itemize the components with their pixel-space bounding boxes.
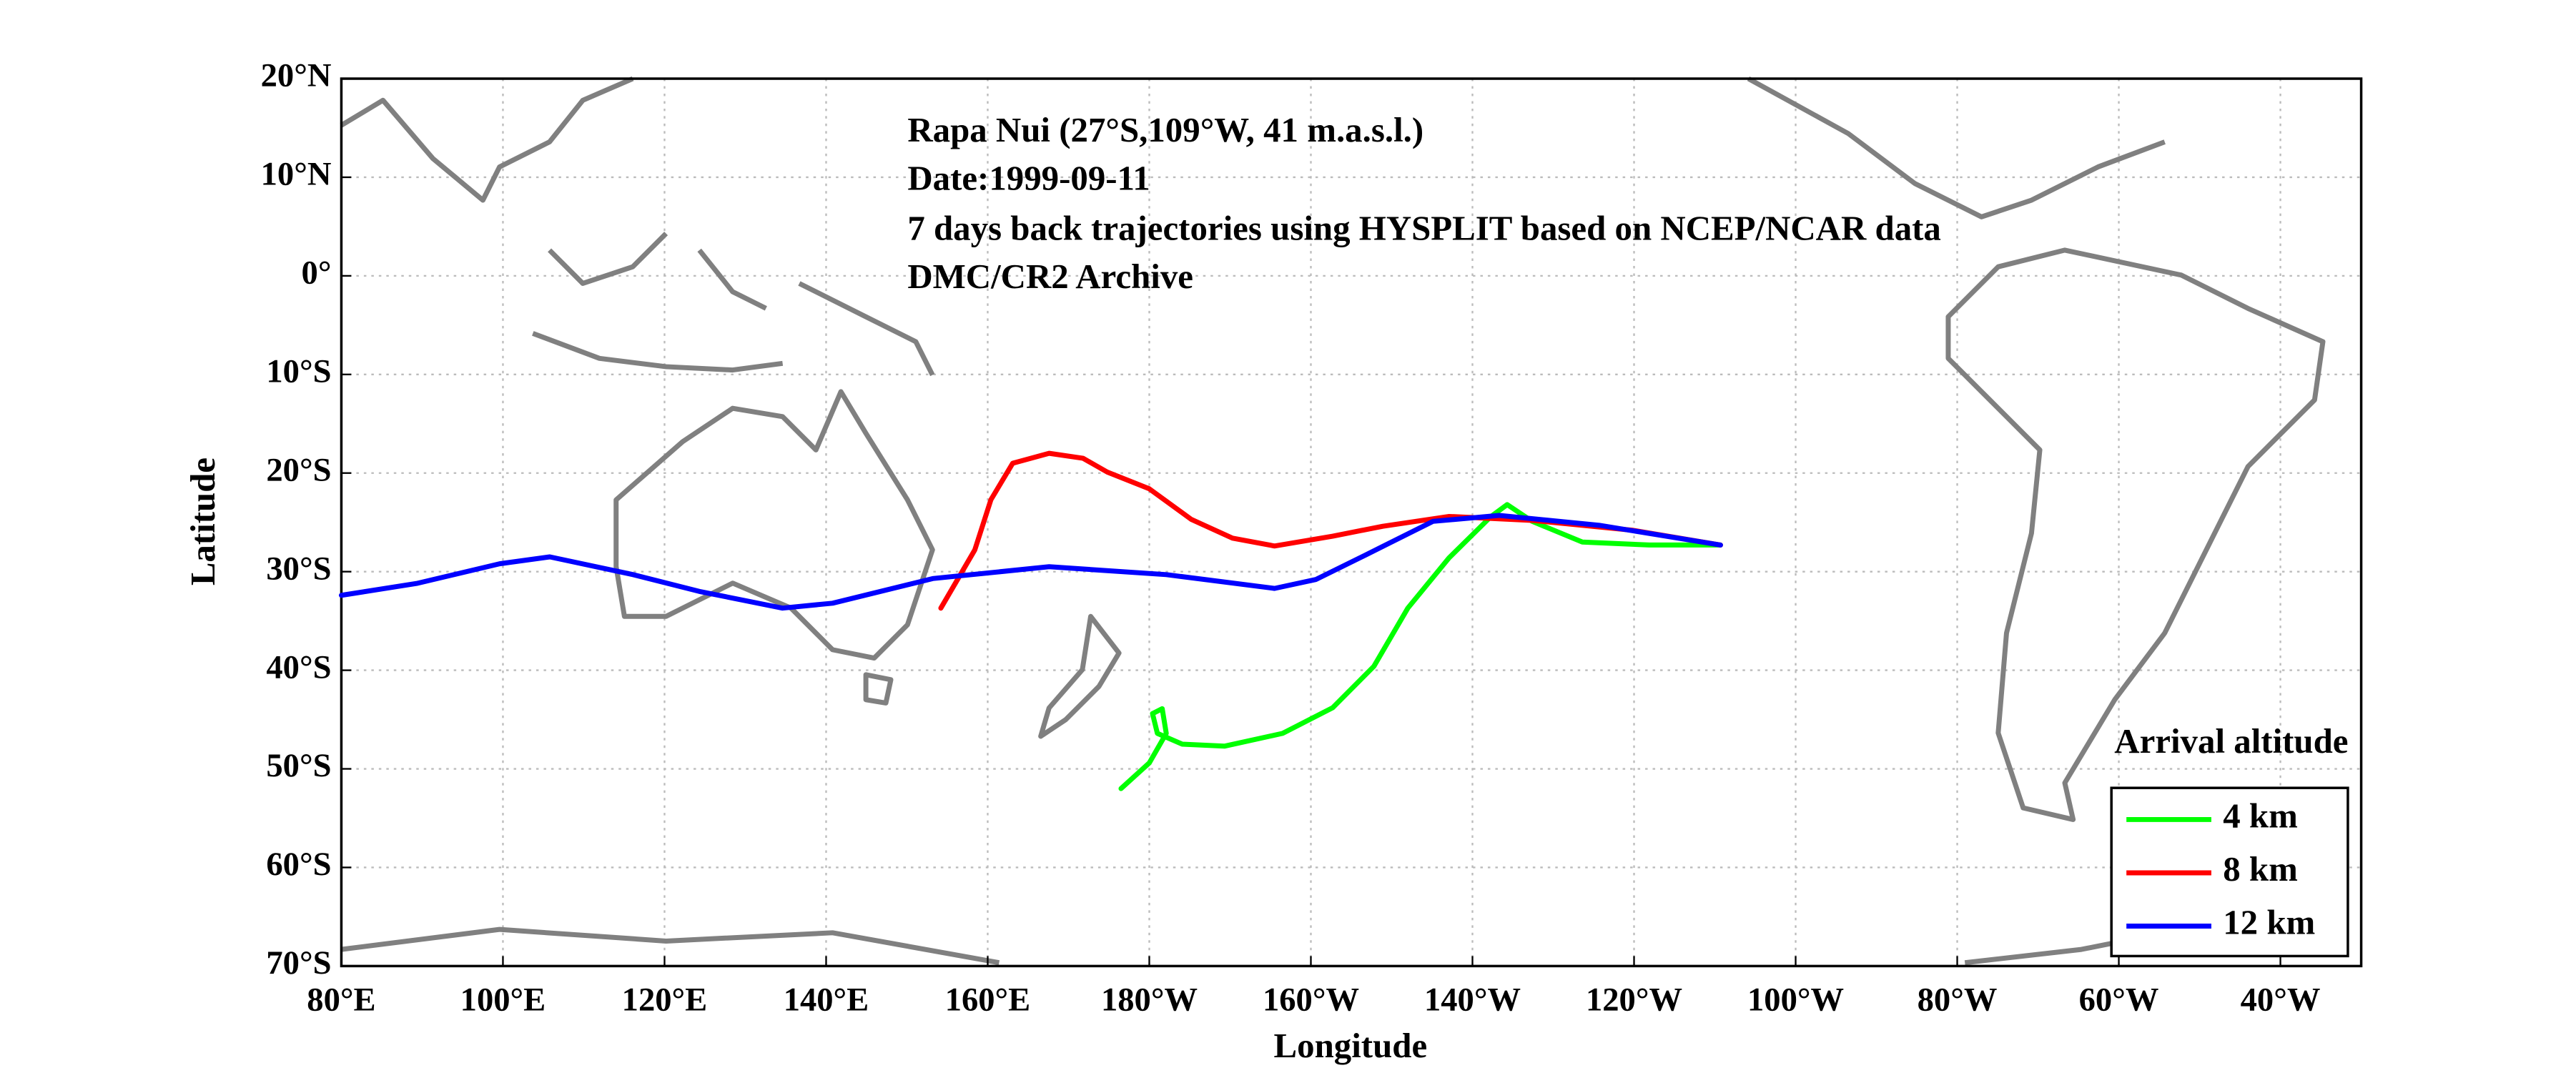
legend-title: Arrival altitude	[2114, 721, 2348, 761]
x-tick-label: 40°W	[2241, 981, 2321, 1018]
x-axis-label: Longitude	[1274, 1026, 1428, 1065]
coastline-central-america	[1747, 76, 2166, 219]
x-tick-label: 140°W	[1424, 981, 1521, 1018]
coastline-australia	[613, 389, 935, 661]
legend: 4 km 8 km 12 km	[2110, 786, 2349, 958]
x-tick-label: 100°W	[1747, 981, 1844, 1018]
plot-frame	[340, 77, 2363, 968]
legend-label: 4 km	[2223, 796, 2298, 836]
y-tick-label: 40°S	[266, 648, 331, 686]
y-tick-label: 0°	[302, 254, 332, 292]
y-tick-label: 20°S	[266, 451, 331, 488]
x-tick-label: 160°W	[1263, 981, 1359, 1018]
chart-title: Rapa Nui (27°S,109°W, 41 m.a.s.l.)	[907, 110, 1423, 149]
x-tick-label: 80°E	[307, 981, 375, 1018]
x-tick-label: 100°E	[460, 981, 546, 1018]
y-axis-label: Latitude	[183, 458, 222, 585]
x-tick-label: 80°W	[1918, 981, 1998, 1018]
coastline-indonesia	[532, 232, 935, 377]
x-tick-label: 160°E	[945, 981, 1031, 1018]
coastline-tasmania	[863, 672, 894, 706]
y-tick-label: 70°S	[266, 944, 331, 981]
x-tick-label: 120°W	[1586, 981, 1682, 1018]
annotation: DMC/CR2 Archive	[907, 257, 1193, 296]
annotation: 7 days back trajectories using HYSPLIT b…	[907, 209, 1941, 248]
y-tick-label: 30°S	[266, 550, 331, 587]
y-tick-label: 20°N	[261, 57, 332, 94]
y-tick-label: 50°S	[266, 747, 331, 784]
annotation: Date:1999-09-11	[907, 159, 1150, 198]
x-tick-label: 140°E	[784, 981, 869, 1018]
x-tick-label: 60°W	[2079, 981, 2159, 1018]
trajectories	[338, 450, 1723, 791]
y-tick-label: 10°S	[266, 352, 331, 390]
x-tick-label: 180°W	[1101, 981, 1198, 1018]
coastline-new-zealand	[1038, 613, 1122, 739]
legend-label: 12 km	[2223, 903, 2315, 942]
coastline-asia	[340, 76, 634, 203]
x-tick-label: 120°E	[622, 981, 708, 1018]
y-tick-label: 10°N	[261, 156, 332, 193]
legend-label: 8 km	[2223, 849, 2298, 889]
trajectory-line	[338, 513, 1723, 611]
y-tick-label: 60°S	[266, 846, 331, 883]
coastline-south-america	[1945, 247, 2326, 822]
plot-area	[341, 79, 2362, 966]
